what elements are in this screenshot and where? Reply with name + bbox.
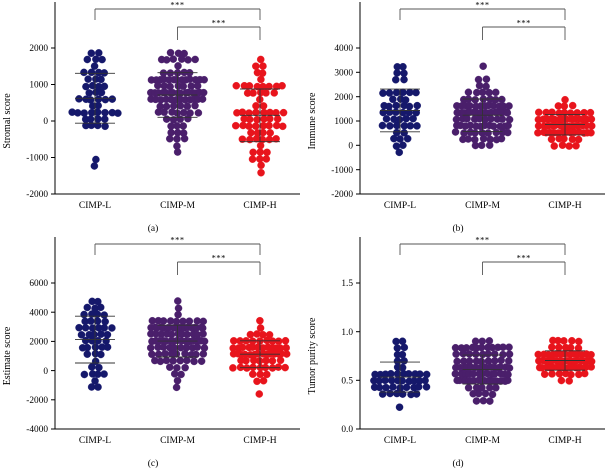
svg-text:(b): (b)	[452, 223, 463, 234]
svg-text:0.0: 0.0	[341, 425, 353, 435]
svg-text:-1000: -1000	[331, 166, 353, 176]
svg-text:4000: 4000	[29, 308, 48, 318]
svg-text:(c): (c)	[148, 458, 159, 469]
svg-text:Stromal score: Stromal score	[2, 93, 13, 149]
svg-text:(d): (d)	[452, 458, 463, 469]
svg-text:0: 0	[43, 117, 48, 127]
svg-text:-4000: -4000	[26, 425, 48, 435]
svg-text:CIMP-M: CIMP-M	[160, 201, 195, 211]
svg-text:Immune score: Immune score	[307, 92, 318, 149]
svg-text:4000: 4000	[334, 44, 353, 54]
svg-text:CIMP-M: CIMP-M	[160, 436, 195, 446]
svg-text:1000: 1000	[29, 81, 48, 91]
svg-text:***: ***	[475, 0, 489, 10]
svg-text:CIMP-H: CIMP-H	[243, 201, 276, 211]
svg-text:0.5: 0.5	[341, 377, 353, 387]
svg-text:CIMP-M: CIMP-M	[465, 436, 500, 446]
svg-text:1.0: 1.0	[341, 328, 353, 338]
svg-text:CIMP-H: CIMP-H	[243, 436, 276, 446]
svg-text:CIMP-H: CIMP-H	[548, 436, 581, 446]
svg-text:CIMP-L: CIMP-L	[79, 201, 111, 211]
svg-text:CIMP-L: CIMP-L	[79, 436, 111, 446]
svg-text:***: ***	[212, 18, 226, 28]
svg-text:1000: 1000	[334, 117, 353, 127]
svg-text:***: ***	[170, 0, 184, 10]
svg-text:***: ***	[212, 253, 226, 263]
svg-text:1.5: 1.5	[341, 279, 353, 289]
svg-text:-2000: -2000	[26, 190, 48, 200]
svg-text:3000: 3000	[334, 69, 353, 79]
svg-text:-2000: -2000	[331, 190, 353, 200]
svg-text:(a): (a)	[148, 223, 159, 234]
svg-text:2000: 2000	[29, 338, 48, 348]
svg-text:2000: 2000	[334, 93, 353, 103]
svg-text:***: ***	[170, 235, 184, 245]
svg-text:Estimate score: Estimate score	[2, 326, 13, 385]
svg-text:2000: 2000	[29, 44, 48, 54]
svg-text:Tumor purity score: Tumor purity score	[307, 317, 318, 394]
svg-text:6000: 6000	[29, 279, 48, 289]
svg-text:CIMP-M: CIMP-M	[465, 201, 500, 211]
svg-text:***: ***	[517, 18, 531, 28]
svg-text:-2000: -2000	[26, 396, 48, 406]
svg-text:***: ***	[475, 235, 489, 245]
svg-text:CIMP-L: CIMP-L	[384, 436, 416, 446]
svg-text:0: 0	[43, 367, 48, 377]
svg-text:0: 0	[348, 142, 353, 152]
svg-text:***: ***	[517, 253, 531, 263]
svg-text:CIMP-L: CIMP-L	[384, 201, 416, 211]
svg-text:CIMP-H: CIMP-H	[548, 201, 581, 211]
svg-text:-1000: -1000	[26, 154, 48, 164]
